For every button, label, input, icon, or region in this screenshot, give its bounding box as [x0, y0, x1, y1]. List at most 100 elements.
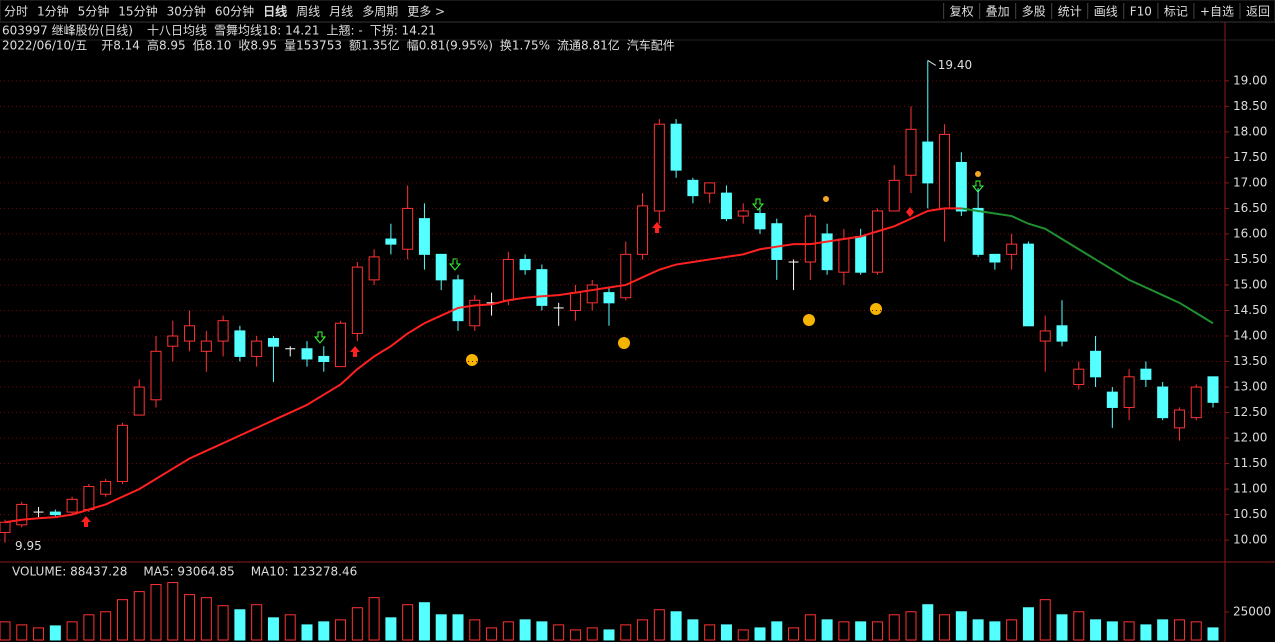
candle-body: [184, 325, 196, 342]
tool-button[interactable]: 叠加: [986, 5, 1010, 19]
candle-body: [1190, 386, 1202, 419]
y-tick-label: 11.50: [1233, 456, 1267, 470]
volume-bar: [637, 619, 649, 641]
candle-body: [670, 123, 682, 171]
buy-arrow: [81, 516, 91, 527]
info-text: 下拐: 14.21: [370, 23, 436, 38]
volume-bar: [452, 614, 464, 641]
info-text: 高8.95: [147, 38, 186, 53]
period-tab[interactable]: 月线: [329, 5, 353, 19]
sell-arrow: [313, 331, 327, 344]
tool-button[interactable]: +自选: [1200, 5, 1234, 19]
moving-average: [961, 207, 1214, 325]
y-tick-label: 13.00: [1233, 380, 1267, 394]
volume-bar: [318, 621, 330, 641]
candle-body: [167, 335, 179, 347]
candle-body: [16, 503, 28, 526]
candle-body: [939, 133, 951, 209]
y-tick-label: 10.50: [1233, 507, 1267, 521]
tool-button[interactable]: 统计: [1058, 5, 1082, 19]
y-tick-label: 13.50: [1233, 354, 1267, 368]
tool-button[interactable]: 画线: [1094, 5, 1118, 19]
tool-button[interactable]: F10: [1130, 5, 1152, 19]
info-text: 汽车配件: [627, 38, 675, 53]
candle-body: [771, 223, 783, 260]
volume-bar: [888, 614, 900, 641]
period-tab[interactable]: 5分钟: [78, 4, 110, 19]
volume-bar: [1022, 607, 1034, 641]
info-text: 低8.10: [193, 39, 232, 53]
candle-body: [1039, 330, 1051, 342]
coin: [466, 354, 478, 366]
period-tab[interactable]: 多周期: [362, 5, 398, 19]
y-tick-label: 19.00: [1233, 73, 1267, 87]
y-tick-label: 18.00: [1233, 124, 1267, 138]
max-pointer: [927, 59, 937, 66]
volume-bar: [536, 621, 548, 641]
y-tick-label: 12.00: [1233, 431, 1267, 445]
toolbar: [0, 0, 1275, 23]
tool-button[interactable]: 多股: [1022, 5, 1046, 19]
tool-button[interactable]: 标记: [1164, 5, 1188, 19]
volume-bar: [66, 621, 78, 641]
info-text: 幅0.81(9.95%): [407, 38, 493, 53]
coin: [870, 303, 882, 315]
volume-bar: [939, 614, 951, 641]
period-tab[interactable]: 更多 >: [407, 5, 445, 19]
candle-body: [1207, 376, 1219, 403]
period-tab[interactable]: 30分钟: [167, 4, 206, 19]
tool-button[interactable]: 返回: [1246, 5, 1270, 19]
y-tick-label: 16.00: [1233, 226, 1267, 240]
candle-body: [133, 386, 145, 416]
y-tick-label: 14.50: [1233, 303, 1267, 317]
volume-bar: [33, 627, 45, 641]
candle-body: [301, 348, 313, 360]
volume-bar: [469, 619, 481, 641]
candle-body: [217, 320, 229, 342]
period-tab[interactable]: 60分钟: [215, 4, 254, 19]
volume-bar: [569, 629, 581, 641]
candle-body: [905, 128, 917, 176]
volume-bar: [972, 619, 984, 641]
volume-bar: [435, 614, 447, 641]
sell-arrow: [971, 180, 985, 193]
volume-bar: [385, 617, 397, 641]
candle-body: [418, 218, 430, 255]
volume-bar: [855, 621, 867, 641]
candle-body: [586, 284, 598, 304]
coin: [618, 337, 630, 349]
period-tab[interactable]: 分时: [4, 5, 28, 19]
y-tick-label: 14.00: [1233, 329, 1267, 343]
tool-button[interactable]: 复权: [950, 5, 974, 19]
info-text: 开8.14: [101, 39, 140, 53]
volume-bar: [1123, 621, 1135, 641]
volume-bar: [989, 621, 1001, 641]
candle-body: [871, 210, 883, 273]
min-label: 9.95: [15, 539, 42, 553]
volume-legend: MA10: 123278.46: [251, 565, 358, 579]
period-tab[interactable]: 日线: [263, 4, 287, 19]
candle-body: [888, 179, 900, 212]
info-text: 换1.75%: [500, 39, 550, 53]
candle-body: [737, 210, 749, 217]
volume-bar: [804, 614, 816, 641]
volume-bar: [402, 604, 414, 641]
candle-body: [637, 205, 649, 255]
volume-bar: [1073, 611, 1085, 641]
period-tab[interactable]: 15分钟: [118, 4, 157, 19]
volume-bar: [955, 611, 967, 641]
candle-body: [116, 424, 128, 482]
period-tab[interactable]: 1分钟: [37, 4, 69, 19]
candle-body: [234, 330, 246, 357]
volume-bar: [1090, 619, 1102, 641]
candle-body: [620, 253, 632, 299]
runner: [823, 196, 829, 202]
coin: [803, 314, 815, 326]
volume-bar: [871, 621, 883, 641]
volume-bar: [553, 624, 565, 641]
period-tab[interactable]: 周线: [296, 5, 320, 19]
volume-bar: [771, 621, 783, 641]
candle-body: [66, 498, 78, 513]
candle-body: [1173, 409, 1185, 429]
